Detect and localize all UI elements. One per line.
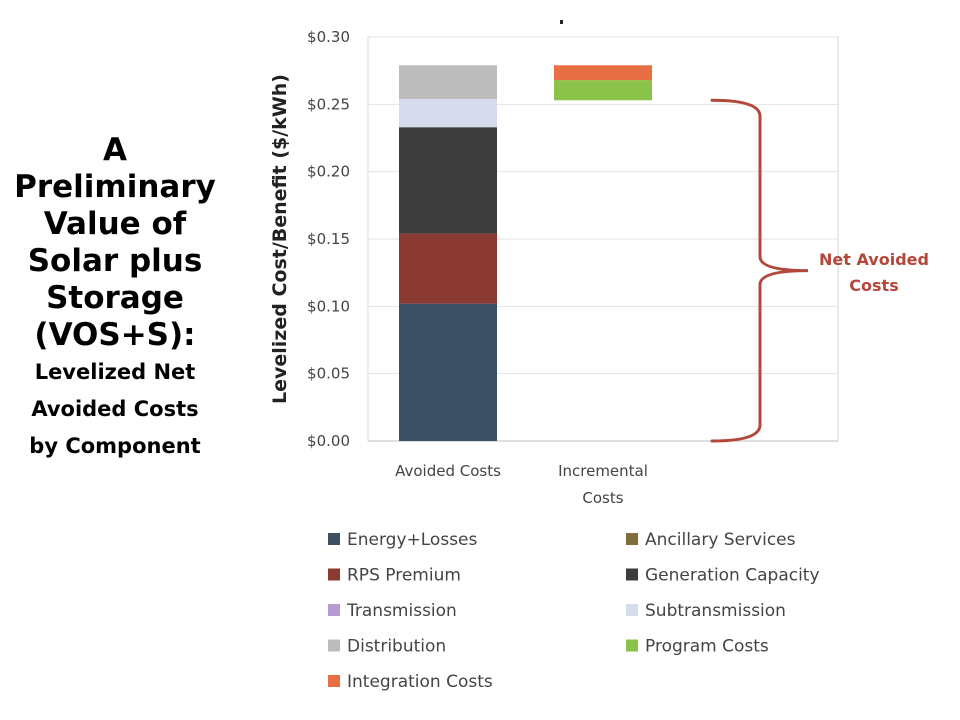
subtitle-line: Levelized Net xyxy=(34,360,196,384)
x-axis: Avoided Costs Incremental Costs xyxy=(395,462,648,507)
legend-label: Subtransmission xyxy=(645,601,786,621)
title-line: Value of xyxy=(43,206,187,242)
slide-title: A Preliminary Value of Solar plus Storage (VO… xyxy=(0,132,230,465)
title-line: Preliminary xyxy=(14,169,216,205)
bar-segment xyxy=(399,98,497,128)
top-mark xyxy=(560,20,563,24)
title-line: Storage xyxy=(46,280,184,316)
y-tick-label: $0.15 xyxy=(307,230,350,248)
legend-swatch xyxy=(328,533,340,545)
legend-label: Generation Capacity xyxy=(645,566,820,586)
y-tick-label: $0.30 xyxy=(307,28,350,46)
bars xyxy=(399,65,652,441)
bar-segment xyxy=(399,127,497,234)
legend-label: Transmission xyxy=(346,601,457,621)
legend-swatch xyxy=(328,639,340,652)
bar-segment xyxy=(399,65,497,99)
bar-segment xyxy=(399,303,497,441)
title-line: Solar plus xyxy=(27,243,203,279)
x-tick-label: Incremental xyxy=(558,462,648,480)
legend-label: Distribution xyxy=(347,637,446,657)
y-axis-label: Levelized Cost/Benefit ($/kWh) xyxy=(269,74,291,404)
x-tick-label: Costs xyxy=(582,489,623,507)
legend-label: Integration Costs xyxy=(347,672,493,692)
y-tick-label: $0.10 xyxy=(307,297,350,315)
legend-label: Ancillary Services xyxy=(645,530,796,550)
y-axis: $0.00 $0.05 $0.10 $0.15 $0.20 $0.25 $0.30 Level… xyxy=(269,28,350,450)
legend-label: Energy+Losses xyxy=(347,530,478,550)
legend-swatch xyxy=(626,604,638,616)
legend: Energy+Losses Ancillary Services RPS Premi… xyxy=(328,530,820,692)
legend-swatch xyxy=(328,568,340,581)
legend-label: Program Costs xyxy=(645,637,769,657)
y-tick-label: $0.05 xyxy=(307,365,350,383)
title-line: A xyxy=(103,132,127,168)
legend-swatch xyxy=(626,533,638,545)
bar-segment xyxy=(399,233,497,304)
subtitle-line: Avoided Costs xyxy=(31,397,199,421)
legend-swatch xyxy=(328,604,340,616)
annotation-label: Net Avoided xyxy=(819,250,929,269)
net-avoided-annotation: Net Avoided Costs xyxy=(710,98,929,443)
legend-swatch xyxy=(626,639,638,652)
subtitle-line: by Component xyxy=(29,434,201,458)
brace xyxy=(710,98,809,443)
bar-segment xyxy=(554,80,652,101)
legend-label: RPS Premium xyxy=(347,566,461,586)
legend-swatch xyxy=(328,675,340,687)
x-tick-label: Avoided Costs xyxy=(395,462,501,480)
annotation-label: Costs xyxy=(849,276,898,295)
bar-segment xyxy=(554,65,652,81)
y-tick-label: $0.20 xyxy=(307,163,350,181)
title-line: (VOS+S): xyxy=(34,317,196,353)
y-tick-label: $0.25 xyxy=(307,95,350,113)
y-tick-label: $0.00 xyxy=(307,432,350,450)
legend-swatch xyxy=(626,568,638,581)
